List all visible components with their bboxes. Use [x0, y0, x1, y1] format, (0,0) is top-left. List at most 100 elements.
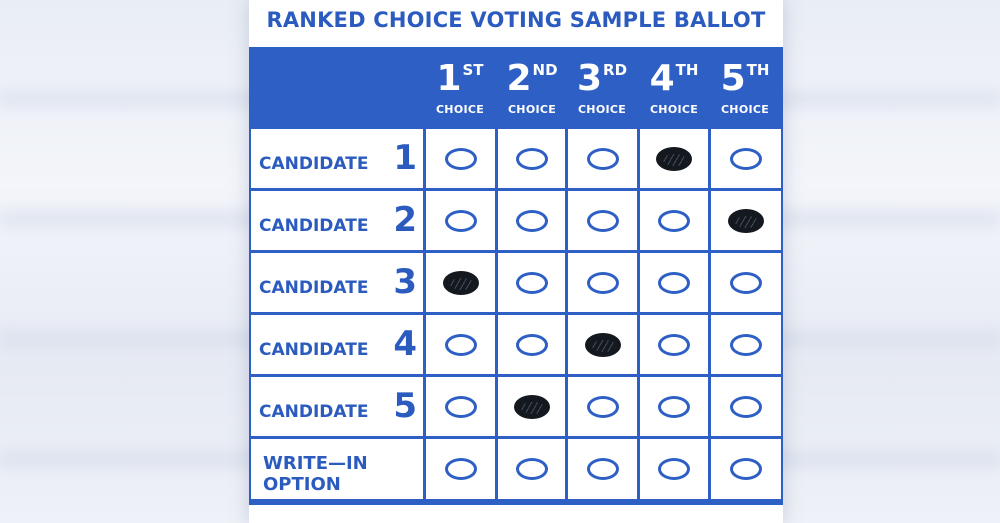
ballot-cell-row6-choice2[interactable]: [498, 439, 565, 499]
empty-oval[interactable]: [730, 333, 762, 356]
ballot-cell-row6-choice4[interactable]: [640, 439, 708, 499]
ballot-cell-row1-choice2[interactable]: [498, 129, 565, 188]
ballot-grid: 1ST CHOICE 2ND CHOICE 3RD CHOICE 4TH CHO…: [249, 47, 783, 505]
sample-ballot: RANKED CHOICE VOTING SAMPLE BALLOT 1ST C…: [249, 0, 783, 523]
filled-oval[interactable]: [442, 270, 479, 295]
ballot-cell-row1-choice4[interactable]: [640, 129, 708, 188]
choice-word: CHOICE: [507, 103, 557, 116]
candidate-number: 3: [393, 262, 417, 302]
empty-oval[interactable]: [586, 395, 619, 418]
write-in-line-2: OPTION: [263, 474, 341, 495]
ballot-cell-row6-choice3[interactable]: [568, 439, 637, 499]
choice-number: 2: [506, 58, 532, 99]
choice-header-1: 1ST CHOICE: [425, 58, 495, 117]
candidate-number: 2: [393, 200, 417, 240]
empty-oval[interactable]: [515, 271, 548, 294]
row-label-candidate-5: CANDIDATE 5: [251, 377, 423, 436]
candidate-label: CANDIDATE: [259, 340, 369, 360]
ballot-cell-row5-choice1[interactable]: [426, 377, 495, 436]
ballot-cell-row5-choice4[interactable]: [640, 377, 708, 436]
choice-header-2: 2ND CHOICE: [497, 58, 567, 117]
empty-oval[interactable]: [444, 333, 477, 356]
empty-oval[interactable]: [586, 458, 619, 480]
ballot-cell-row1-choice1[interactable]: [426, 129, 495, 188]
ballot-cell-row3-choice4[interactable]: [640, 253, 708, 312]
ballot-cell-row4-choice4[interactable]: [640, 315, 708, 374]
ballot-cell-row5-choice3[interactable]: [568, 377, 637, 436]
choice-number: 1: [436, 58, 462, 99]
ballot-cell-row2-choice2[interactable]: [498, 191, 565, 250]
empty-oval[interactable]: [515, 333, 548, 356]
ballot-cell-row2-choice4[interactable]: [640, 191, 708, 250]
row-label-write-in: WRITE—IN OPTION: [251, 439, 423, 499]
filled-oval[interactable]: [656, 146, 692, 171]
choice-header-5: 5TH CHOICE: [710, 58, 780, 117]
row-label-candidate-1: CANDIDATE 1: [251, 129, 423, 188]
ballot-cell-row6-choice5[interactable]: [711, 439, 781, 499]
choice-suffix: TH: [746, 61, 770, 79]
candidate-label: CANDIDATE: [259, 402, 369, 422]
empty-oval[interactable]: [586, 147, 619, 170]
choice-suffix: ST: [462, 61, 484, 79]
ballot-cell-row3-choice1[interactable]: [426, 253, 495, 312]
choice-header-band: [249, 47, 783, 127]
ballot-cell-row1-choice5[interactable]: [711, 129, 781, 188]
ballot-cell-row2-choice5[interactable]: [711, 191, 781, 250]
ballot-cell-row1-choice3[interactable]: [568, 129, 637, 188]
empty-oval[interactable]: [444, 147, 477, 170]
ballot-cell-row6-choice1[interactable]: [426, 439, 495, 499]
empty-oval[interactable]: [444, 209, 477, 232]
choice-word: CHOICE: [577, 103, 627, 116]
empty-oval[interactable]: [730, 147, 762, 170]
filled-oval[interactable]: [513, 394, 550, 419]
empty-oval[interactable]: [658, 209, 690, 232]
row-label-candidate-3: CANDIDATE 3: [251, 253, 423, 312]
write-in-label: WRITE—IN OPTION: [263, 453, 368, 495]
ballot-cell-row4-choice1[interactable]: [426, 315, 495, 374]
ballot-cell-row3-choice2[interactable]: [498, 253, 565, 312]
choice-suffix: RD: [603, 61, 628, 79]
empty-oval[interactable]: [586, 271, 619, 294]
choice-number: 4: [649, 58, 675, 99]
empty-oval[interactable]: [658, 395, 690, 418]
choice-word: CHOICE: [435, 103, 485, 116]
choice-header-3: 3RD CHOICE: [567, 59, 637, 117]
filled-oval[interactable]: [728, 208, 764, 233]
candidate-label: CANDIDATE: [259, 216, 369, 236]
empty-oval[interactable]: [515, 458, 548, 480]
empty-oval[interactable]: [515, 209, 548, 232]
empty-oval[interactable]: [586, 209, 619, 232]
ballot-cell-row4-choice2[interactable]: [498, 315, 565, 374]
row-label-candidate-4: CANDIDATE 4: [251, 315, 423, 374]
candidate-number: 4: [393, 324, 417, 364]
choice-number: 5: [720, 58, 746, 99]
empty-oval[interactable]: [444, 458, 477, 480]
ballot-title: RANKED CHOICE VOTING SAMPLE BALLOT: [266, 8, 766, 32]
empty-oval[interactable]: [444, 395, 477, 418]
empty-oval[interactable]: [515, 147, 548, 170]
empty-oval[interactable]: [658, 271, 690, 294]
empty-oval[interactable]: [730, 458, 762, 480]
empty-oval[interactable]: [730, 395, 762, 418]
ballot-cell-row2-choice3[interactable]: [568, 191, 637, 250]
empty-oval[interactable]: [730, 271, 762, 294]
choice-word: CHOICE: [649, 103, 699, 116]
empty-oval[interactable]: [658, 333, 690, 356]
ballot-cell-row5-choice5[interactable]: [711, 377, 781, 436]
filled-oval[interactable]: [584, 332, 621, 357]
ballot-cell-row4-choice3[interactable]: [568, 315, 637, 374]
write-in-line-1: WRITE—IN: [263, 453, 368, 474]
choice-suffix: ND: [532, 61, 558, 79]
candidate-number: 5: [393, 386, 417, 426]
choice-word: CHOICE: [720, 103, 770, 116]
ballot-cell-row5-choice2[interactable]: [498, 377, 565, 436]
ballot-cell-row3-choice5[interactable]: [711, 253, 781, 312]
choice-header-4: 4TH CHOICE: [639, 58, 709, 117]
ballot-cell-row4-choice5[interactable]: [711, 315, 781, 374]
ballot-cell-row3-choice3[interactable]: [568, 253, 637, 312]
candidate-label: CANDIDATE: [259, 154, 369, 174]
ballot-cell-row2-choice1[interactable]: [426, 191, 495, 250]
row-label-candidate-2: CANDIDATE 2: [251, 191, 423, 250]
empty-oval[interactable]: [658, 458, 690, 480]
candidate-label: CANDIDATE: [259, 278, 369, 298]
